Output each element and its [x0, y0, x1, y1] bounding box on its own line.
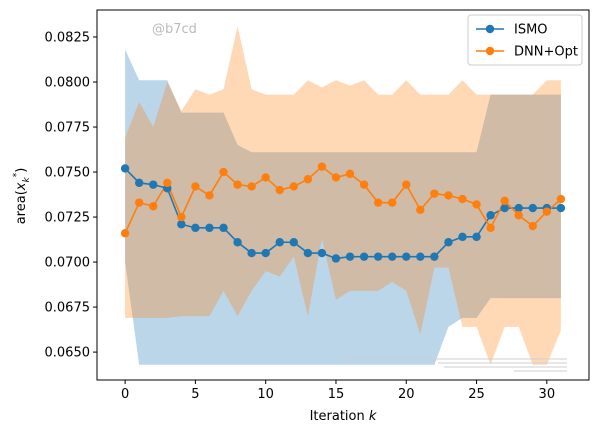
- series-markers: [120, 162, 566, 263]
- legend: ISMO DNN+Opt: [467, 14, 583, 66]
- ismo-point: [275, 238, 284, 247]
- ismo-point: [205, 223, 214, 233]
- ismo-point: [120, 164, 130, 173]
- ismo-point: [444, 238, 453, 247]
- dnn-opt-point: [275, 185, 284, 195]
- y-tick-label: 0.0775: [45, 121, 91, 136]
- dnn-opt-point: [261, 173, 270, 182]
- ismo-point: [514, 203, 523, 213]
- ismo-point: [247, 248, 256, 258]
- dnn-opt-point: [205, 191, 214, 200]
- ismo-point: [416, 252, 425, 261]
- dnn-opt-point: [388, 198, 397, 207]
- dnn-opt-point: [233, 180, 242, 189]
- ismo-point: [359, 252, 369, 261]
- ismo-point: [528, 203, 537, 213]
- dnn-opt-point: [430, 189, 439, 198]
- dnn-opt-band: [125, 26, 561, 365]
- dnn-opt-point: [542, 207, 552, 216]
- dnn-opt-point: [402, 180, 411, 189]
- legend-marker: [485, 46, 495, 56]
- ismo-point: [191, 223, 200, 233]
- y-tick-label: 0.0725: [45, 211, 91, 226]
- x-tick-label: 5: [191, 387, 199, 402]
- legend-box: [467, 14, 583, 66]
- dnn-opt-point: [458, 194, 467, 204]
- x-tick-label: 10: [257, 387, 274, 402]
- dnn-opt-point: [289, 182, 298, 191]
- x-tick-label: 30: [539, 387, 556, 402]
- ismo-point: [177, 220, 186, 229]
- y-tick-label: 0.0650: [45, 346, 91, 361]
- legend-label: DNN+Opt: [514, 45, 578, 60]
- dnn-opt-point: [528, 221, 537, 231]
- x-tick-label: 25: [468, 387, 485, 402]
- plot-frame: [96, 9, 590, 381]
- dnn-opt-point: [556, 194, 566, 204]
- dnn-opt-point: [373, 198, 383, 207]
- dnn-opt-point: [486, 223, 495, 233]
- ismo-point: [219, 223, 228, 233]
- y-tick-label: 0.0800: [45, 76, 91, 91]
- y-tick-label: 0.0700: [45, 256, 91, 271]
- ismo-point: [261, 248, 270, 258]
- dnn-opt-point: [303, 175, 313, 184]
- y-tick-label: 0.0675: [45, 301, 91, 316]
- legend-label: ISMO: [514, 23, 548, 38]
- x-tick-label: 15: [328, 387, 345, 402]
- ismo-point: [149, 180, 158, 189]
- ismo-band: [125, 49, 561, 365]
- axes: 0 5 10 15 20 25 30 0.0650 0.0675 0.0700 0.0725 0.07…: [45, 9, 590, 402]
- ismo-point: [472, 232, 481, 242]
- dnn-opt-point: [149, 202, 158, 211]
- ismo-point: [345, 252, 355, 261]
- ismo-point: [317, 248, 327, 258]
- y-tick-label: 0.0825: [45, 31, 91, 46]
- dnn-opt-point: [120, 229, 130, 238]
- dnn-opt-point: [472, 200, 481, 209]
- dnn-opt-point: [134, 198, 144, 207]
- y-axis-title: area(xk*): [12, 168, 32, 225]
- x-tick-label: 20: [398, 387, 415, 402]
- y-tick-label: 0.0750: [45, 166, 91, 181]
- ismo-point: [402, 252, 411, 261]
- dnn-opt-point: [247, 182, 256, 191]
- dnn-opt-point: [219, 167, 228, 177]
- dnn-opt-point: [191, 182, 200, 191]
- ismo-point: [556, 203, 566, 213]
- dnn-opt-point: [163, 178, 172, 188]
- ismo-point: [303, 248, 313, 258]
- dnn-opt-point: [359, 180, 369, 189]
- ismo-point: [134, 178, 144, 188]
- fine-print: [345, 358, 567, 372]
- ismo-point: [486, 211, 495, 220]
- dnn-opt-point: [177, 212, 186, 222]
- legend-marker: [485, 24, 495, 34]
- dnn-opt-point: [416, 205, 425, 215]
- dnn-opt-point: [331, 173, 341, 182]
- ismo-point: [500, 203, 509, 213]
- ismo-point: [233, 238, 242, 247]
- dnn-opt-point: [345, 169, 355, 179]
- confidence-bands: [125, 26, 561, 365]
- dnn-opt-point: [444, 191, 453, 200]
- watermark-text: @b7cd: [152, 22, 197, 37]
- ismo-point: [373, 252, 383, 261]
- dnn-opt-point: [317, 162, 327, 171]
- ismo-point: [458, 232, 467, 242]
- ismo-point: [289, 238, 298, 247]
- dnn-opt-point: [514, 211, 523, 220]
- dnn-opt-point: [500, 196, 509, 206]
- x-axis-title: Iteration k: [310, 409, 377, 424]
- ismo-point: [331, 254, 341, 263]
- ismo-point: [388, 252, 397, 261]
- ismo-point: [430, 252, 439, 261]
- x-tick-label: 0: [121, 387, 129, 402]
